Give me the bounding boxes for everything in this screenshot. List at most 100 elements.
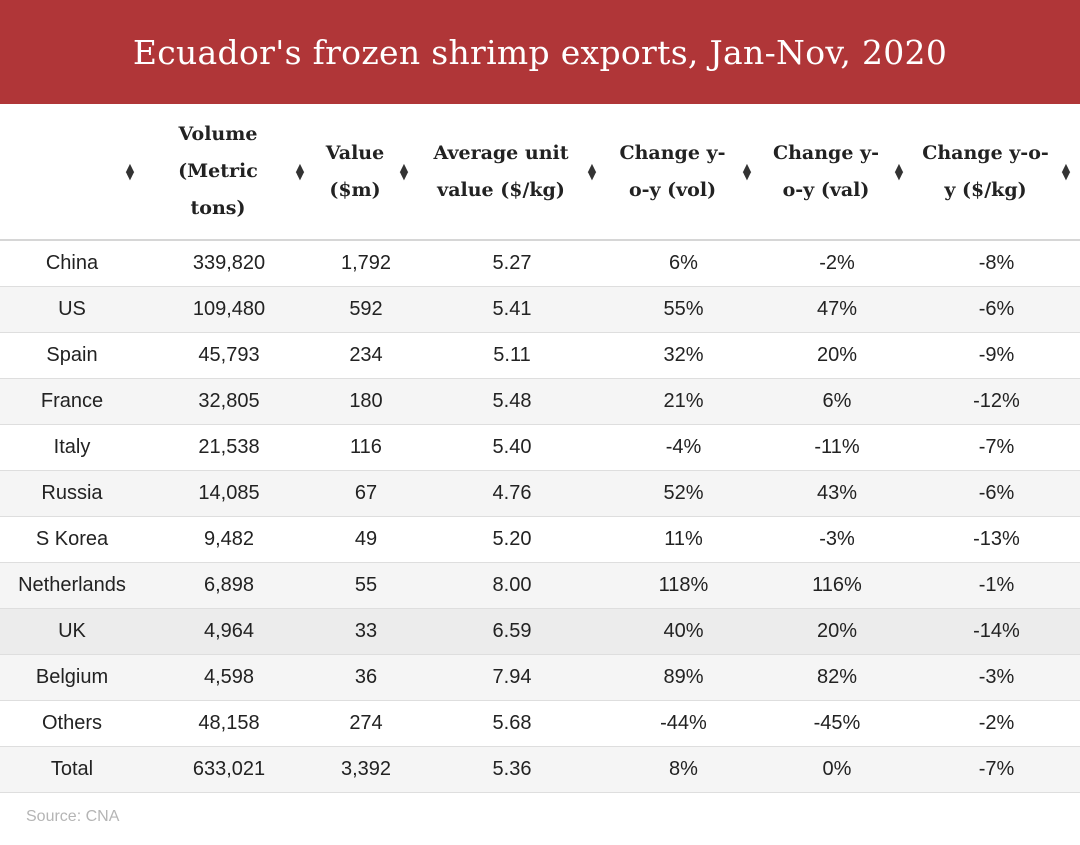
- column-header-label: Change y-o-y ($/kg): [922, 141, 1049, 201]
- table-cell: 6.59: [418, 608, 606, 655]
- column-header-label: Volume (Metric tons): [178, 123, 258, 219]
- table-cell: 36: [314, 654, 418, 701]
- column-header-label: Change y-o-y (val): [773, 141, 879, 201]
- table-cell: 5.68: [418, 700, 606, 747]
- table-cell: 4.76: [418, 470, 606, 517]
- row-label: S Korea: [0, 516, 144, 563]
- table-row: Italy 21,538 116 5.40 -4% -11% -7%: [0, 424, 1080, 471]
- row-label: Others: [0, 700, 144, 747]
- table-cell: -7%: [913, 424, 1080, 471]
- table-cell: 52%: [606, 470, 761, 517]
- table-cell: -6%: [913, 470, 1080, 517]
- table-row: S Korea 9,482 49 5.20 11% -3% -13%: [0, 516, 1080, 563]
- table-cell: -9%: [913, 332, 1080, 379]
- table-cell: 48,158: [144, 700, 314, 747]
- sort-updown-icon[interactable]: ▲ ▼: [295, 160, 305, 182]
- table-cell: 3,392: [314, 746, 418, 793]
- table-cell: 5.11: [418, 332, 606, 379]
- table-row: Netherlands 6,898 55 8.00 118% 116% -1%: [0, 562, 1080, 609]
- table-cell: -2%: [913, 700, 1080, 747]
- table-cell: 6%: [761, 378, 913, 425]
- sort-updown-icon[interactable]: ▲ ▼: [742, 160, 752, 182]
- sort-updown-icon[interactable]: ▲ ▼: [125, 160, 135, 182]
- table-cell: 1,792: [314, 239, 418, 287]
- table-row: France 32,805 180 5.48 21% 6% -12%: [0, 378, 1080, 425]
- table-cell: 11%: [606, 516, 761, 563]
- sort-updown-icon[interactable]: ▲ ▼: [587, 160, 597, 182]
- page-title: Ecuador's frozen shrimp exports, Jan-Nov…: [132, 32, 948, 72]
- row-label: China: [0, 239, 144, 287]
- table-row: Others 48,158 274 5.68 -44% -45% -2%: [0, 700, 1080, 747]
- table-cell: 4,598: [144, 654, 314, 701]
- table-cell: 0%: [761, 746, 913, 793]
- row-label: Belgium: [0, 654, 144, 701]
- column-header-change-unit[interactable]: Change y-o-y ($/kg) ▲ ▼: [913, 104, 1080, 241]
- table-row: Total 633,021 3,392 5.36 8% 0% -7%: [0, 746, 1080, 793]
- row-label: Russia: [0, 470, 144, 517]
- table-cell: -2%: [761, 239, 913, 287]
- table-cell: 5.41: [418, 286, 606, 333]
- table-cell: 47%: [761, 286, 913, 333]
- table-cell: 116%: [761, 562, 913, 609]
- table-cell: 118%: [606, 562, 761, 609]
- table-cell: 5.20: [418, 516, 606, 563]
- table-cell: 55: [314, 562, 418, 609]
- table-cell: -45%: [761, 700, 913, 747]
- table-cell: -8%: [913, 239, 1080, 287]
- row-label: UK: [0, 608, 144, 655]
- sort-updown-icon[interactable]: ▲ ▼: [399, 160, 409, 182]
- table-cell: 82%: [761, 654, 913, 701]
- table-cell: 20%: [761, 608, 913, 655]
- table-cell: 43%: [761, 470, 913, 517]
- column-header-volume[interactable]: Volume (Metric tons) ▲ ▼: [144, 104, 314, 241]
- table-cell: 274: [314, 700, 418, 747]
- row-label: Total: [0, 746, 144, 793]
- title-bar: Ecuador's frozen shrimp exports, Jan-Nov…: [0, 0, 1080, 104]
- table-cell: 6,898: [144, 562, 314, 609]
- table-cell: 21,538: [144, 424, 314, 471]
- table-cell: 8.00: [418, 562, 606, 609]
- table-cell: 21%: [606, 378, 761, 425]
- table-cell: 49: [314, 516, 418, 563]
- sort-updown-icon[interactable]: ▲ ▼: [894, 160, 904, 182]
- source-note: Source: CNA: [26, 808, 120, 825]
- table-cell: 633,021: [144, 746, 314, 793]
- column-header-country[interactable]: ▲ ▼: [0, 104, 144, 241]
- table-cell: -12%: [913, 378, 1080, 425]
- table-cell: 40%: [606, 608, 761, 655]
- column-header-change-vol[interactable]: Change y-o-y (vol) ▲ ▼: [606, 104, 761, 241]
- table-cell: 5.27: [418, 239, 606, 287]
- table-cell: 7.94: [418, 654, 606, 701]
- data-table: ▲ ▼ Volume (Metric tons) ▲ ▼ Value ($m) ▲ ▼…: [0, 104, 1080, 793]
- table-row: China 339,820 1,792 5.27 6% -2% -8%: [0, 239, 1080, 287]
- table-cell: 6%: [606, 239, 761, 287]
- row-label: Netherlands: [0, 562, 144, 609]
- table-cell: -44%: [606, 700, 761, 747]
- table-cell: -6%: [913, 286, 1080, 333]
- table-cell: -4%: [606, 424, 761, 471]
- table-cell: 339,820: [144, 239, 314, 287]
- column-header-value[interactable]: Value ($m) ▲ ▼: [314, 104, 418, 241]
- sort-updown-icon[interactable]: ▲ ▼: [1061, 160, 1071, 182]
- table-cell: 180: [314, 378, 418, 425]
- row-label: Italy: [0, 424, 144, 471]
- table-cell: 5.48: [418, 378, 606, 425]
- table-cell: 20%: [761, 332, 913, 379]
- column-header-change-val[interactable]: Change y-o-y (val) ▲ ▼: [761, 104, 913, 241]
- row-label: Spain: [0, 332, 144, 379]
- table-row: UK 4,964 33 6.59 40% 20% -14%: [0, 608, 1080, 655]
- table-cell: 234: [314, 332, 418, 379]
- table-cell: 45,793: [144, 332, 314, 379]
- column-header-label: Change y-o-y (vol): [619, 141, 726, 201]
- table-cell: 55%: [606, 286, 761, 333]
- table-cell: -13%: [913, 516, 1080, 563]
- column-header-label: Average unit value ($/kg): [433, 141, 569, 201]
- table-cell: 116: [314, 424, 418, 471]
- table-cell: 89%: [606, 654, 761, 701]
- column-header-unit-value[interactable]: Average unit value ($/kg) ▲ ▼: [418, 104, 606, 241]
- table-row: Belgium 4,598 36 7.94 89% 82% -3%: [0, 654, 1080, 701]
- table-cell: 14,085: [144, 470, 314, 517]
- table-cell: 5.40: [418, 424, 606, 471]
- header-row: ▲ ▼ Volume (Metric tons) ▲ ▼ Value ($m) ▲ ▼…: [0, 104, 1080, 241]
- table-cell: -7%: [913, 746, 1080, 793]
